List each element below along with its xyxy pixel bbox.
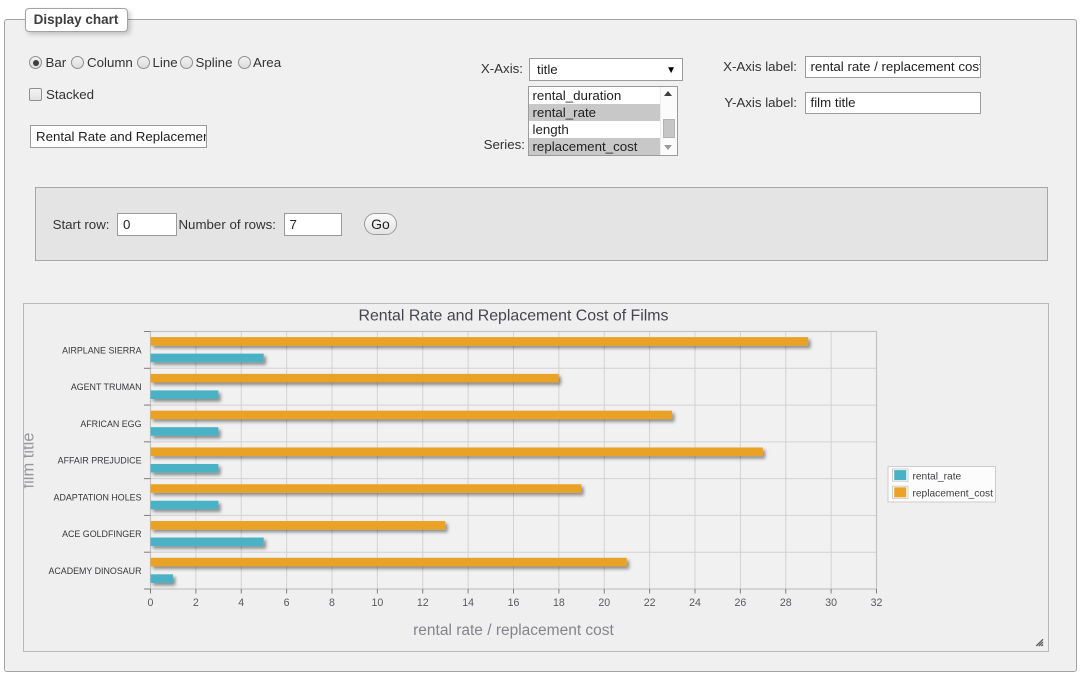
- svg-text:24: 24: [689, 597, 701, 609]
- svg-text:Rental Rate and Replacement Co: Rental Rate and Replacement Cost of Film…: [358, 308, 668, 325]
- svg-text:AFFAIR PREJUDICE: AFFAIR PREJUDICE: [58, 456, 142, 466]
- svg-text:26: 26: [734, 597, 746, 609]
- svg-text:2: 2: [193, 597, 199, 609]
- svg-text:30: 30: [825, 597, 837, 609]
- svg-text:film title: film title: [24, 433, 38, 489]
- svg-text:18: 18: [553, 597, 565, 609]
- svg-text:12: 12: [417, 597, 429, 609]
- svg-text:replacement_cost: replacement_cost: [913, 489, 994, 500]
- svg-text:ADAPTATION HOLES: ADAPTATION HOLES: [54, 492, 142, 502]
- svg-text:AIRPLANE SIERRA: AIRPLANE SIERRA: [62, 345, 141, 355]
- svg-text:ACE GOLDFINGER: ACE GOLDFINGER: [62, 529, 141, 539]
- svg-text:28: 28: [780, 597, 792, 609]
- svg-text:14: 14: [462, 597, 474, 609]
- svg-text:AFRICAN EGG: AFRICAN EGG: [80, 419, 141, 429]
- svg-text:16: 16: [508, 597, 520, 609]
- svg-text:ACADEMY DINOSAUR: ACADEMY DINOSAUR: [48, 566, 141, 576]
- svg-text:rental rate / replacement cost: rental rate / replacement cost: [413, 622, 614, 639]
- svg-text:6: 6: [284, 597, 290, 609]
- svg-text:rental_rate: rental_rate: [913, 471, 962, 482]
- svg-text:10: 10: [371, 597, 383, 609]
- svg-text:22: 22: [644, 597, 656, 609]
- svg-text:32: 32: [871, 597, 883, 609]
- svg-text:8: 8: [329, 597, 335, 609]
- svg-text:AGENT TRUMAN: AGENT TRUMAN: [71, 382, 142, 392]
- svg-text:0: 0: [148, 597, 154, 609]
- svg-text:4: 4: [238, 597, 244, 609]
- svg-text:20: 20: [598, 597, 610, 609]
